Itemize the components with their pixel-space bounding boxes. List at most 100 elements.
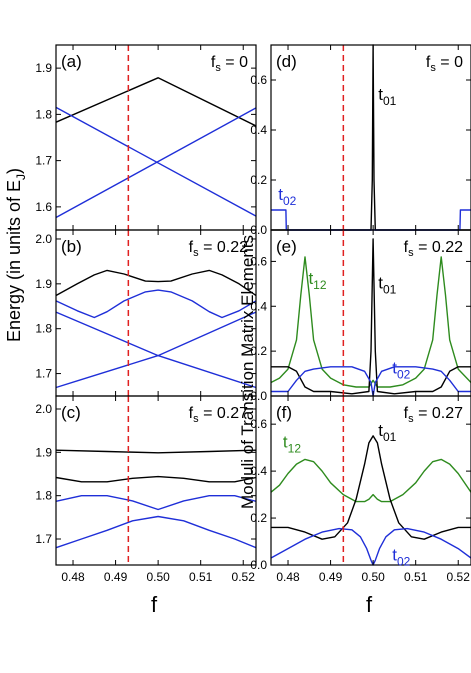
y-tick-label: 1.7	[35, 154, 52, 168]
fs-subscript: s	[193, 413, 199, 425]
x-axis-label-right: f	[366, 592, 373, 617]
x-axis-label-left: f	[151, 592, 158, 617]
curve-label-symbol: t	[392, 545, 397, 564]
curve-label-subscript: 02	[397, 554, 411, 568]
curve-label-symbol: t	[283, 433, 288, 452]
series-line-blue-2	[270, 527, 471, 566]
series-line-black-1	[271, 435, 471, 540]
series-line-blue-2	[55, 311, 257, 389]
curve-label-symbol: t	[308, 269, 313, 288]
right-ylabel: Moduli of Transition Matrix Elements	[238, 235, 257, 509]
curve-label-subscript: 02	[397, 368, 411, 382]
fs-annotation: fs = 0.27	[189, 405, 248, 425]
y-tick-label: 1.7	[35, 367, 52, 381]
curve-label-t02: t02	[278, 185, 296, 208]
curve-label-symbol: t	[378, 85, 383, 104]
fs-value: = 0.27	[414, 405, 463, 422]
fs-subscript: s	[408, 413, 414, 425]
x-tick-label: 0.51	[189, 570, 213, 584]
plot-frame	[55, 395, 257, 566]
plot-frame	[270, 395, 471, 566]
series-line-blue-3	[55, 311, 257, 389]
fs-value: = 0.22	[414, 239, 463, 256]
y-tick-label: 0.2	[250, 344, 267, 358]
fs-symbol: f	[404, 239, 409, 256]
series-line-black-0	[271, 44, 471, 231]
panel-label: (e)	[276, 237, 297, 256]
series-line-black-0	[55, 77, 257, 127]
left-ylabel: Energy (in units of EJ)	[4, 168, 28, 342]
fs-value: = 0.27	[199, 405, 248, 422]
panel-b: 1.7 1.8 1.9 2.0 (b) fs = 0.22	[35, 229, 257, 397]
panel-a: 1.6 1.7 1.8 1.9 (a) fs = 0	[35, 44, 257, 231]
series-line-blue-2	[55, 107, 257, 219]
x-tick-label: 0.48	[276, 570, 300, 584]
y-tick-label: 1.6	[35, 200, 52, 214]
panel-label: (d)	[276, 52, 297, 71]
y-tick-label: 0.2	[250, 511, 267, 525]
series-line-black-1	[55, 475, 257, 483]
y-tick-label: 1.9	[35, 61, 52, 75]
fs-annotation: fs = 0.27	[404, 405, 463, 425]
fs-annotation: fs = 0.22	[189, 239, 248, 259]
curve-label-subscript: 01	[383, 94, 397, 108]
fs-annotation: fs = 0.22	[404, 239, 463, 259]
x-tick-label: 0.51	[404, 570, 428, 584]
y-tick-label: 1.8	[35, 489, 52, 503]
y-tick-label: 1.8	[35, 322, 52, 336]
left-ylabel-close: )	[4, 168, 24, 174]
y-tick-label: 0.6	[250, 254, 267, 268]
fs-subscript: s	[215, 62, 221, 74]
x-tick-label: 0.48	[61, 570, 85, 584]
curve-label-subscript: 02	[283, 194, 297, 208]
series-line-green-0	[270, 458, 471, 503]
fs-annotation: fs = 0	[211, 54, 248, 74]
series-line-blue-2	[271, 366, 471, 397]
fs-subscript: s	[430, 62, 436, 74]
x-tick-label: 0.50	[361, 570, 385, 584]
curve-label-subscript: 01	[383, 282, 397, 296]
curve-label-subscript: 12	[313, 278, 327, 292]
left-ylabel-subscript: J	[14, 174, 28, 180]
fs-value: = 0	[436, 54, 463, 71]
y-tick-label: 0.0	[250, 223, 267, 237]
x-tick-label: 0.52	[232, 570, 256, 584]
fs-value: = 0.22	[199, 239, 248, 256]
curve-label-t12: t12	[283, 433, 301, 456]
series-line-blue-3	[55, 515, 257, 549]
fs-value: = 0	[221, 54, 248, 71]
fs-symbol: f	[189, 239, 194, 256]
curve-label-t01: t01	[378, 273, 396, 296]
y-tick-label: 0.2	[250, 173, 267, 187]
x-tick-label: 0.52	[447, 570, 471, 584]
curve-label-symbol: t	[378, 421, 383, 440]
panel-label: (f)	[276, 403, 292, 422]
series-line-blue-1	[55, 289, 257, 319]
panel-label: (c)	[61, 403, 81, 422]
y-tick-label: 0.4	[250, 299, 267, 313]
series-line-black-0	[55, 269, 257, 297]
y-tick-label: 2.0	[35, 402, 52, 416]
curve-label-t02: t02	[392, 545, 410, 568]
panel-label: (b)	[61, 237, 82, 256]
fs-symbol: f	[426, 54, 431, 71]
curve-label-t01: t01	[378, 85, 396, 108]
panels-group: 1.61.71.81.9 (a) fs = 01.71.81.92.0 (b) fs =…	[35, 44, 471, 584]
x-tick-label: 0.49	[319, 570, 343, 584]
y-tick-label: 0.6	[250, 417, 267, 431]
y-tick-label: 1.7	[35, 532, 52, 546]
series-line-black-0	[55, 449, 257, 454]
y-tick-label: 0.4	[250, 123, 267, 137]
y-tick-label: 1.9	[35, 277, 52, 291]
y-tick-label: 0.4	[250, 464, 267, 478]
fs-subscript: s	[193, 247, 199, 259]
curve-label-symbol: t	[392, 359, 397, 378]
y-tick-label: 1.8	[35, 107, 52, 121]
curve-label-t12: t12	[308, 269, 326, 292]
curve-label-t02: t02	[392, 359, 410, 382]
series-line-blue-1	[55, 106, 257, 217]
series-line-blue-2	[55, 495, 257, 511]
